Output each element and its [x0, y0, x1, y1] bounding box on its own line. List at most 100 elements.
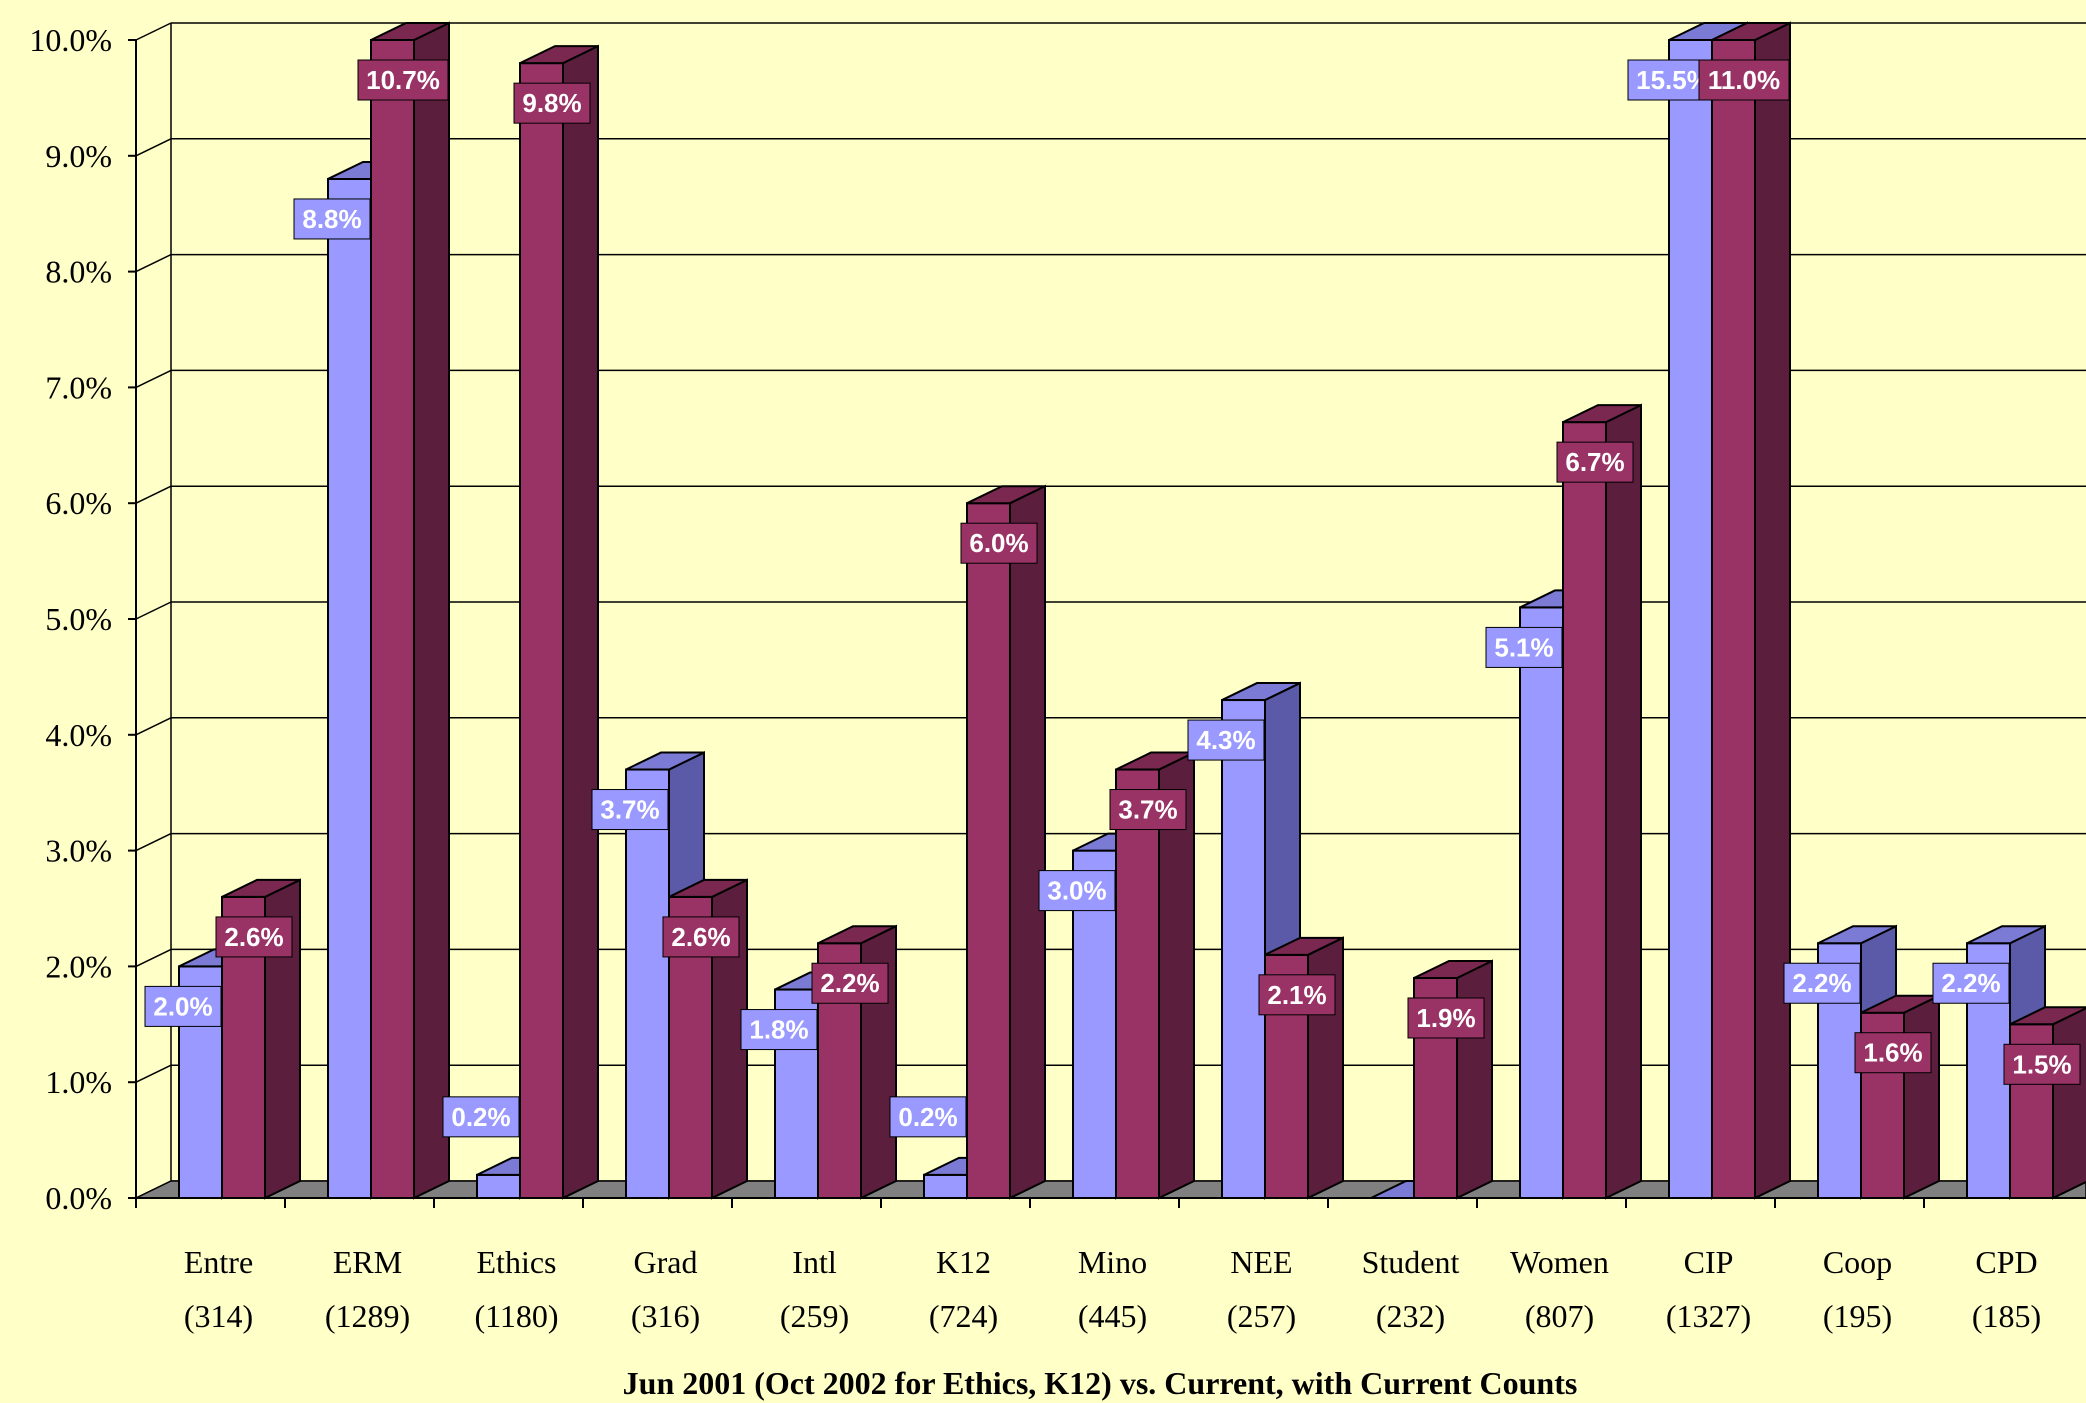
data-label: 6.0% — [961, 523, 1037, 563]
bars — [179, 23, 2086, 1198]
gridline-diagonal — [136, 486, 171, 503]
bar-side — [1010, 486, 1045, 1198]
data-label-text: 8.8% — [302, 204, 361, 234]
gridline-diagonal — [136, 139, 171, 156]
bar-front — [1669, 40, 1712, 1198]
bar-side — [1904, 996, 1939, 1198]
x-category-label: CPD — [1975, 1244, 2037, 1280]
y-tick-label: 5.0% — [45, 601, 112, 637]
x-count-label: (1180) — [474, 1298, 558, 1334]
data-label: 0.2% — [890, 1097, 966, 1137]
gridline-diagonal — [136, 1065, 171, 1082]
data-label-text: 2.6% — [224, 922, 283, 952]
bar-front — [1563, 422, 1606, 1198]
data-label-text: 2.2% — [1941, 968, 2000, 998]
data-label: 1.5% — [2004, 1044, 2080, 1084]
data-label: 8.8% — [294, 199, 370, 239]
x-count-label: (232) — [1376, 1298, 1445, 1334]
data-label: 6.7% — [1557, 442, 1633, 482]
data-label: 10.7% — [358, 60, 448, 100]
bar-front — [371, 40, 414, 1198]
data-label: 3.7% — [1110, 790, 1186, 830]
bar — [967, 486, 1045, 1198]
gridline-diagonal — [136, 718, 171, 735]
x-category-label: CIP — [1684, 1244, 1734, 1280]
x-count-label: (1327) — [1666, 1298, 1751, 1334]
x-category-label: Mino — [1078, 1244, 1147, 1280]
bar — [2010, 1007, 2086, 1198]
y-tick-label: 3.0% — [45, 833, 112, 869]
data-label: 5.1% — [1486, 627, 1562, 667]
bar-front — [924, 1175, 967, 1198]
data-label: 3.7% — [592, 790, 668, 830]
bar-front — [967, 503, 1010, 1198]
data-label: 2.6% — [663, 917, 739, 957]
bar — [520, 46, 598, 1198]
y-tick-label: 2.0% — [45, 948, 112, 984]
x-count-label: (316) — [631, 1298, 700, 1334]
data-label: 2.6% — [216, 917, 292, 957]
x-count-label: (259) — [780, 1298, 849, 1334]
bar — [1861, 996, 1939, 1198]
x-axis-title: Jun 2001 (Oct 2002 for Ethics, K12) vs. … — [623, 1365, 1578, 1401]
y-tick-label: 10.0% — [29, 22, 112, 58]
bar-front — [1520, 607, 1563, 1198]
data-label-text: 0.2% — [451, 1102, 510, 1132]
data-label-text: 3.7% — [600, 795, 659, 825]
data-label-text: 1.6% — [1863, 1038, 1922, 1068]
data-label-text: 2.1% — [1267, 980, 1326, 1010]
bar-front — [626, 770, 669, 1198]
x-category-label: Women — [1510, 1244, 1609, 1280]
bar-side — [414, 23, 449, 1198]
x-category-label: Ethics — [477, 1244, 557, 1280]
x-count-label: (314) — [184, 1298, 253, 1334]
y-tick-label: 7.0% — [45, 369, 112, 405]
data-label: 2.1% — [1259, 975, 1335, 1015]
data-label: 2.2% — [1784, 963, 1860, 1003]
data-label: 0.2% — [443, 1097, 519, 1137]
data-label-text: 11.0% — [1708, 65, 1780, 95]
bar-side — [2053, 1007, 2086, 1198]
gridline-diagonal — [136, 255, 171, 272]
x-category-label: Student — [1362, 1244, 1460, 1280]
bar-front — [477, 1175, 520, 1198]
bar-front — [1116, 770, 1159, 1198]
data-label: 1.9% — [1408, 998, 1484, 1038]
data-label: 11.0% — [1699, 60, 1789, 100]
data-label-text: 6.7% — [1565, 447, 1624, 477]
x-category-label: Grad — [634, 1244, 698, 1280]
data-label: 9.8% — [514, 83, 590, 123]
y-tick-label: 0.0% — [45, 1180, 112, 1216]
y-tick-label: 4.0% — [45, 717, 112, 753]
data-label-text: 5.1% — [1494, 632, 1553, 662]
x-count-label: (724) — [929, 1298, 998, 1334]
bar-front — [1222, 700, 1265, 1198]
y-tick-label: 6.0% — [45, 485, 112, 521]
bar-front — [1712, 40, 1755, 1198]
y-tick-label: 1.0% — [45, 1064, 112, 1100]
gridline-diagonal — [136, 834, 171, 851]
x-category-label: NEE — [1230, 1244, 1292, 1280]
gridline-diagonal — [136, 370, 171, 387]
x-count-label: (807) — [1525, 1298, 1594, 1334]
x-count-label: (195) — [1823, 1298, 1892, 1334]
x-category-label: K12 — [936, 1244, 991, 1280]
data-label-text: 6.0% — [969, 528, 1028, 558]
data-label: 3.0% — [1039, 871, 1115, 911]
bar-side — [1457, 961, 1492, 1198]
bar-side — [1606, 405, 1641, 1198]
y-tick-label: 9.0% — [45, 138, 112, 174]
bar-side — [563, 46, 598, 1198]
x-category-label: Coop — [1823, 1244, 1892, 1280]
bar — [1563, 405, 1641, 1198]
data-label: 2.2% — [1933, 963, 2009, 1003]
data-label-text: 2.2% — [820, 968, 879, 998]
x-count-label: (445) — [1078, 1298, 1147, 1334]
data-label-text: 2.0% — [153, 991, 212, 1021]
data-label: 1.8% — [741, 1010, 817, 1050]
bar-front — [328, 179, 371, 1198]
data-label-text: 3.0% — [1047, 876, 1106, 906]
data-label-text: 3.7% — [1118, 795, 1177, 825]
data-label: 2.2% — [812, 963, 888, 1003]
